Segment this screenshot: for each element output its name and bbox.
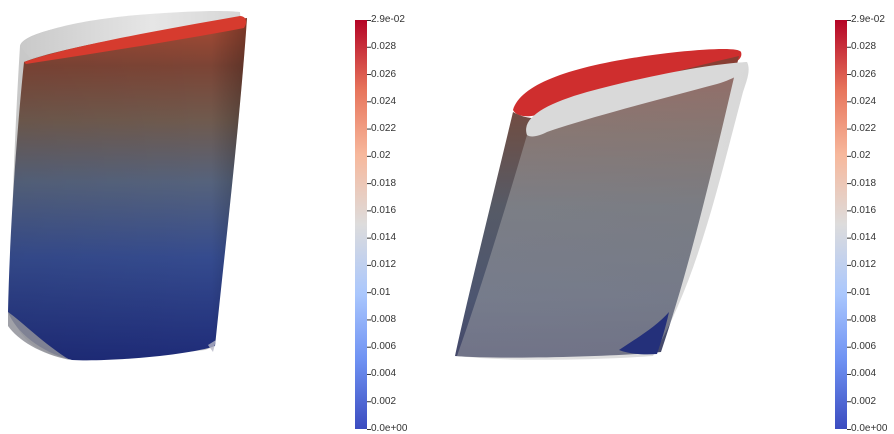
colorbar-tick-label: 0.002 xyxy=(371,395,397,407)
colorbar-tick-label: 0.01 xyxy=(371,286,391,298)
colorbar-tick-label: 0.026 xyxy=(851,68,877,80)
blade-leading-edge-left xyxy=(24,16,247,64)
colorbar-tick-label: 0.02 xyxy=(371,150,391,162)
colorbar-tick-label: 0.024 xyxy=(371,95,397,107)
colorbar-gradient-right xyxy=(835,20,851,430)
blade-trailing-patch-left xyxy=(208,340,216,352)
colorbar-tick-label: 0.028 xyxy=(371,41,397,53)
colorbar-tick-label: 0.018 xyxy=(851,177,877,189)
colorbar-tick-label: 0.006 xyxy=(851,341,877,353)
colorbar-tick-label: 0.024 xyxy=(851,95,877,107)
colorbar-tick-label: 0.008 xyxy=(851,313,877,325)
blade-trailing-patch-right xyxy=(619,312,669,355)
blade-root-patch-left xyxy=(8,312,70,360)
colorbar-max-label: 2.9e-02 xyxy=(851,14,885,25)
blade-tip-left xyxy=(20,10,240,59)
colorbar-left: 2.9e-02 0.0e+00 0.028 0.026 0.024 0.022 0.02… xyxy=(355,15,415,434)
colorbar-tick-label: 0.006 xyxy=(371,341,397,353)
colorbar-tick-label: 0.022 xyxy=(851,123,877,135)
colorbar-tick-label: 0.016 xyxy=(371,204,397,216)
colorbar-tick-label: 0.014 xyxy=(851,232,877,244)
colorbar-min-label: 0.0e+00 xyxy=(371,423,408,434)
blade-ghost-right xyxy=(457,62,749,360)
colorbar-tick-label: 0.012 xyxy=(371,259,397,271)
colorbar-tick-label: 0.004 xyxy=(371,368,397,380)
colorbar-right: 2.9e-02 0.0e+00 0.028 0.026 0.024 0.022 0.02… xyxy=(835,15,894,434)
colorbar-tick-label: 0.002 xyxy=(851,395,877,407)
colorbar-tick-label: 0.01 xyxy=(851,286,871,298)
colorbar-tick-label: 0.018 xyxy=(371,177,397,189)
colorbar-tick-label: 0.016 xyxy=(851,204,877,216)
blade-render-right[interactable] xyxy=(447,0,894,434)
blade-tip-right xyxy=(526,62,748,137)
blade-render-left[interactable] xyxy=(0,0,447,434)
colorbar-max-label: 2.9e-02 xyxy=(371,14,405,25)
colorbar-tick-label: 0.004 xyxy=(851,368,877,380)
colorbar-tick-label: 0.008 xyxy=(371,313,397,325)
colorbar-tick-label: 0.026 xyxy=(371,68,397,80)
colorbar-tick-label: 0.014 xyxy=(371,232,397,244)
blade-shading-left xyxy=(8,18,247,361)
colorbar-tick-label: 0.022 xyxy=(371,123,397,135)
colorbar-gradient-left xyxy=(355,20,371,430)
colorbar-min-label: 0.0e+00 xyxy=(851,423,888,434)
viewport-left[interactable]: 2.9e-02 0.0e+00 0.028 0.026 0.024 0.022 0.02… xyxy=(0,0,447,434)
viewport-right[interactable]: 2.9e-02 0.0e+00 0.028 0.026 0.024 0.022 0.02… xyxy=(447,0,894,434)
colorbar-tick-label: 0.012 xyxy=(851,259,877,271)
colorbar-tick-label: 0.028 xyxy=(851,41,877,53)
colorbar-tick-label: 0.02 xyxy=(851,150,871,162)
